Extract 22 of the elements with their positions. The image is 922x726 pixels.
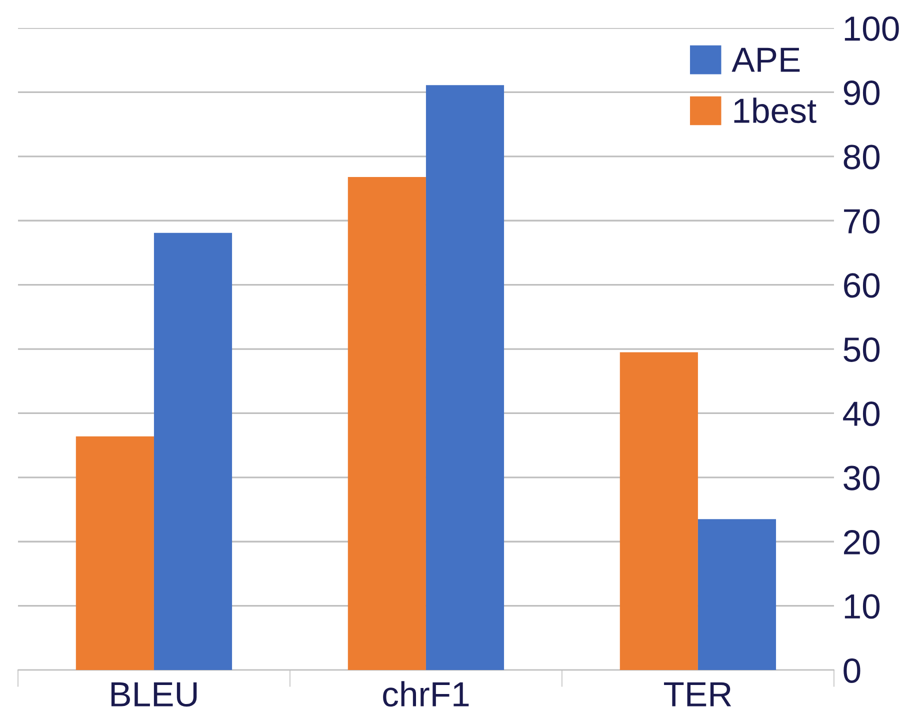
bar [698, 519, 776, 670]
y-tick-label: 50 [844, 337, 880, 362]
y-tick-label: 10 [844, 594, 880, 619]
legend-label: 1best [734, 98, 816, 124]
y-tick-label: 40 [843, 402, 880, 426]
y-tick-label: 20 [844, 530, 880, 555]
bar [620, 352, 698, 670]
bar [154, 232, 232, 670]
y-tick-label: 70 [844, 208, 880, 234]
x-tick-label: TER [664, 682, 732, 706]
legend-label: APE [732, 48, 800, 72]
y-tick-label: 0 [844, 658, 860, 683]
bar [426, 85, 504, 670]
bar [348, 176, 426, 670]
bar [76, 436, 154, 670]
y-tick-label: 100 [844, 16, 899, 41]
x-tick-label: BLEU [111, 682, 197, 707]
y-tick-label: 60 [844, 273, 880, 298]
x-tick-label: chrF1 [383, 681, 469, 707]
y-tick-label: 80 [844, 144, 880, 170]
y-tick-label: 90 [844, 80, 880, 106]
y-tick-label: 30 [844, 466, 880, 490]
